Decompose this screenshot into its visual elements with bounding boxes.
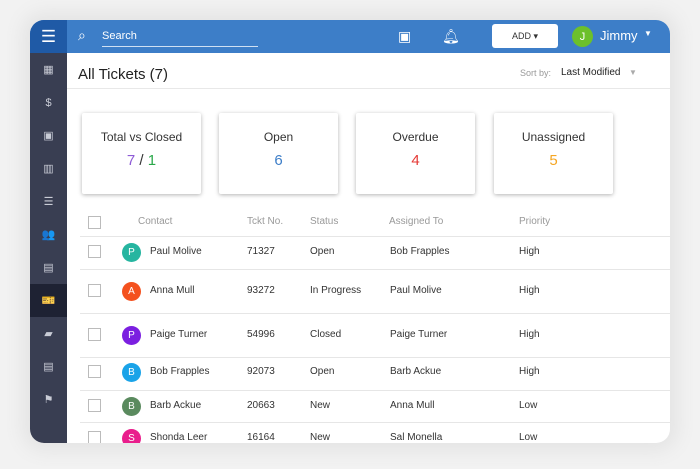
card-value: 4 [411, 152, 420, 169]
assigned-to: Paige Turner [390, 329, 448, 340]
chart-icon[interactable]: ▤ [43, 262, 54, 274]
col-header-ticket[interactable]: Tckt No. [247, 216, 284, 227]
status: New [310, 432, 331, 443]
list-icon[interactable]: ☰ [43, 196, 54, 208]
folder-icon[interactable]: ▰ [44, 328, 53, 340]
row-checkbox[interactable] [88, 431, 101, 443]
contact-name[interactable]: Paul Molive [150, 246, 202, 257]
total-value: 7 [126, 152, 136, 169]
assigned-to: Sal Monella [390, 432, 443, 443]
flag-icon[interactable]: ⚑ [43, 394, 54, 406]
hamburger-menu-icon[interactable]: ☰ [30, 20, 67, 53]
contact-avatar: A [122, 282, 141, 301]
row-divider [80, 422, 670, 423]
sidebar: ▦ $ ▣ ▥ ☰ 👥 ▤ 🎫 ▰ ▤ ⚑ [30, 53, 67, 443]
card-total-vs-closed[interactable]: Total vs Closed 7 / 1 [82, 113, 201, 194]
chevron-down-icon[interactable]: ▼ [629, 68, 637, 77]
user-avatar[interactable]: J [572, 26, 593, 47]
col-header-status[interactable]: Status [310, 216, 339, 227]
sort-dropdown[interactable]: Last Modified [561, 67, 621, 78]
row-checkbox[interactable] [88, 245, 101, 258]
closed-value: 1 [147, 152, 157, 169]
people-icon[interactable]: 👥 [41, 229, 56, 241]
priority: Low [519, 432, 538, 443]
assigned-to: Barb Ackue [390, 366, 442, 377]
contact-name[interactable]: Anna Mull [150, 285, 195, 296]
separator: / [135, 152, 148, 169]
row-checkbox[interactable] [88, 284, 101, 297]
priority: Low [519, 400, 538, 411]
dashboard-icon[interactable]: ▦ [43, 64, 54, 76]
ticket-number: 93272 [247, 285, 275, 296]
card-overdue[interactable]: Overdue 4 [356, 113, 475, 194]
assigned-to: Anna Mull [390, 400, 435, 411]
card-unassigned[interactable]: Unassigned 5 [494, 113, 613, 194]
contact-avatar: S [122, 429, 141, 443]
chevron-down-icon[interactable]: ▼ [644, 29, 652, 38]
card-open[interactable]: Open 6 [219, 113, 338, 194]
divider [67, 88, 670, 89]
col-header-priority[interactable]: Priority [519, 216, 551, 227]
contact-name[interactable]: Shonda Leer [150, 432, 208, 443]
contact-icon[interactable]: ▣ [43, 130, 54, 142]
ticket-number: 54996 [247, 329, 275, 340]
ticket-icon[interactable]: 🎫 [30, 284, 67, 317]
col-header-assigned[interactable]: Assigned To [389, 216, 444, 227]
calendar-icon[interactable]: ▣ [398, 28, 412, 44]
status: Closed [310, 329, 342, 340]
contact-name[interactable]: Bob Frapples [150, 366, 210, 377]
dollar-icon[interactable]: $ [45, 96, 52, 109]
bell-icon[interactable]: 🔔︎ [442, 28, 460, 44]
assigned-to: Bob Frapples [390, 246, 450, 257]
priority: High [519, 285, 540, 296]
status: Open [310, 366, 335, 377]
card-label: Overdue [392, 130, 439, 144]
row-checkbox[interactable] [88, 399, 101, 412]
row-divider [80, 236, 670, 237]
contact-avatar: B [122, 363, 141, 382]
contact-avatar: P [122, 326, 141, 345]
contact-name[interactable]: Paige Turner [150, 329, 208, 340]
card-value: 5 [549, 152, 558, 169]
status: Open [310, 246, 335, 257]
contact-avatar: P [122, 243, 141, 262]
row-divider [80, 313, 670, 314]
card-label: Unassigned [521, 130, 586, 144]
card-label: Open [263, 130, 294, 144]
app-window: ☰ ⌕ ▣ 🔔︎ ADD ▾ J Jimmy ▼ ▦ $ ▣ ▥ ☰ 👥 ▤ 🎫 ▰ ▤ ⚑ All… [30, 20, 670, 443]
ticket-number: 20663 [247, 400, 275, 411]
select-all-checkbox[interactable] [88, 216, 101, 229]
sort-label: Sort by: [520, 68, 552, 78]
row-divider [80, 269, 670, 270]
ticket-number: 92073 [247, 366, 275, 377]
search-icon: ⌕ [78, 27, 86, 43]
search-input[interactable] [102, 25, 258, 47]
user-name[interactable]: Jimmy [600, 28, 638, 43]
building-icon[interactable]: ▥ [43, 163, 54, 175]
priority: High [519, 246, 540, 257]
contact-name[interactable]: Barb Ackue [150, 400, 202, 411]
ticket-number: 16164 [247, 432, 275, 443]
page-title: All Tickets (7) [78, 66, 169, 83]
add-button[interactable]: ADD ▾ [492, 24, 558, 48]
card-value: 6 [274, 152, 283, 169]
status: New [310, 400, 331, 411]
contact-avatar: B [122, 397, 141, 416]
row-checkbox[interactable] [88, 365, 101, 378]
priority: High [519, 366, 540, 377]
row-divider [80, 357, 670, 358]
status: In Progress [310, 285, 362, 296]
row-checkbox[interactable] [88, 328, 101, 341]
assigned-to: Paul Molive [390, 285, 442, 296]
priority: High [519, 329, 540, 340]
clipboard-icon[interactable]: ▤ [43, 361, 54, 373]
col-header-contact[interactable]: Contact [138, 216, 173, 227]
ticket-number: 71327 [247, 246, 275, 257]
card-label: Total vs Closed [100, 130, 183, 144]
row-divider [80, 390, 670, 391]
top-bar: ☰ ⌕ ▣ 🔔︎ ADD ▾ J Jimmy ▼ [30, 20, 670, 53]
